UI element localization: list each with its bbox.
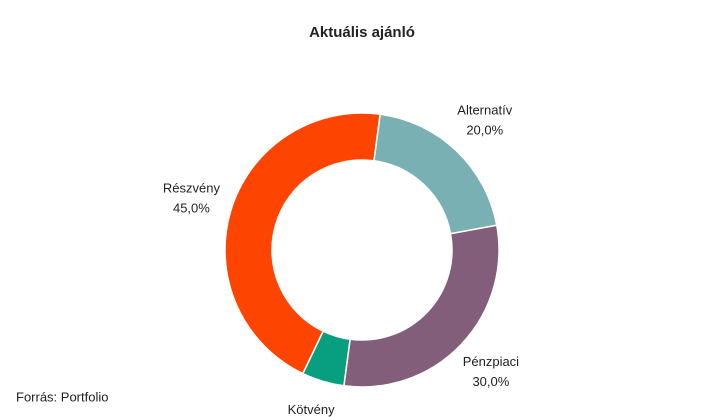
segment-label: Részvény bbox=[163, 181, 221, 196]
source-note: Forrás: Portfolio bbox=[16, 389, 108, 404]
segment-value-label: 30,0% bbox=[472, 374, 509, 389]
donut-segment bbox=[224, 112, 381, 375]
donut-segment bbox=[343, 224, 500, 388]
segment-label: Alternatív bbox=[457, 103, 512, 118]
segment-label: Pénzpiaci bbox=[463, 354, 519, 369]
segment-label: Kötvény bbox=[288, 402, 335, 417]
segment-value-label: 45,0% bbox=[173, 201, 210, 216]
segment-value-label: 20,0% bbox=[466, 123, 503, 138]
chart-title: Aktuális ajánló bbox=[309, 24, 415, 41]
